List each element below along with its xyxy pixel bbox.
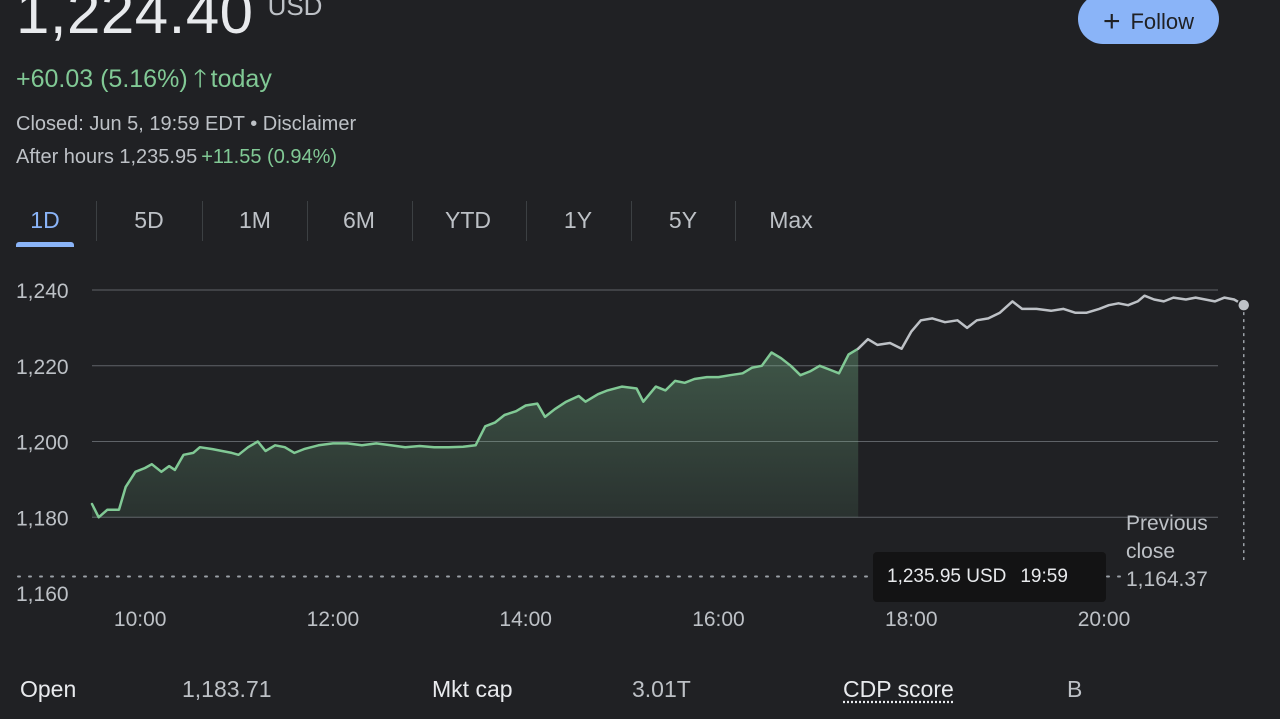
tab-divider xyxy=(202,201,203,241)
tab-divider xyxy=(96,201,97,241)
x-tick-label: 20:00 xyxy=(1078,608,1131,631)
stat-value-cdp-score: B xyxy=(1067,676,1083,702)
tooltip-time: 19:59 xyxy=(1020,566,1068,587)
price-chart[interactable]: 1,240 1,220 1,200 1,180 1,160 10:00 12:00 14:00… xyxy=(0,262,1280,647)
x-tick-label: 10:00 xyxy=(114,608,167,631)
stats-row: Open 1,183.71 Mkt cap 3.01T CDP score B xyxy=(0,672,1280,712)
tab-ytd[interactable]: YTD xyxy=(445,206,491,233)
x-tick-label: 14:00 xyxy=(499,608,552,631)
stat-label-mkt-cap: Mkt cap xyxy=(432,676,513,702)
change-value: +60.03 (5.16%) xyxy=(16,65,188,93)
stat-value-open: 1,183.71 xyxy=(182,676,272,702)
range-tabs: 1D 5D 1M 6M YTD 1Y 5Y Max xyxy=(0,196,840,248)
tab-max[interactable]: Max xyxy=(769,206,813,233)
tab-divider xyxy=(412,201,413,241)
tab-5y[interactable]: 5Y xyxy=(668,206,698,233)
chart-tooltip: 1,235.95 USD 19:59 xyxy=(873,552,1106,602)
hover-point xyxy=(1237,298,1251,312)
follow-button[interactable]: + Follow xyxy=(1078,0,1219,44)
market-status: Closed: Jun 5, 19:59 EDT • Disclaimer xyxy=(16,113,357,135)
previous-close-label: Previous xyxy=(1126,512,1208,535)
tab-1y[interactable]: 1Y xyxy=(563,206,593,233)
tooltip-value: 1,235.95 USD xyxy=(887,566,1007,587)
tab-1d[interactable]: 1D xyxy=(30,206,60,233)
plus-icon: + xyxy=(1102,5,1121,38)
previous-close-label: close xyxy=(1126,540,1175,563)
after-hours-label: After hours 1,235.95 xyxy=(16,146,198,168)
after-hours-row: After hours 1,235.95 +11.55 (0.94%) xyxy=(16,146,337,169)
previous-close-value: 1,164.37 xyxy=(1126,568,1208,591)
regular-line xyxy=(90,347,860,519)
after-hours-change: +11.55 (0.94%) xyxy=(201,146,338,168)
price-change: +60.03 (5.16%) 🡑 today xyxy=(16,60,272,103)
y-tick-label: 1,220 xyxy=(16,356,69,379)
y-tick-label: 1,180 xyxy=(16,507,69,530)
tab-1m[interactable]: 1M xyxy=(239,206,271,233)
tab-divider xyxy=(307,201,308,241)
tab-divider xyxy=(735,201,736,241)
y-tick-label: 1,160 xyxy=(16,583,69,606)
tab-6m[interactable]: 6M xyxy=(343,206,375,233)
currency-label: USD xyxy=(267,0,323,21)
tab-divider xyxy=(526,201,527,241)
x-tick-label: 12:00 xyxy=(307,608,360,631)
tab-5d[interactable]: 5D xyxy=(134,206,164,233)
stat-label-cdp-score[interactable]: CDP score xyxy=(843,676,954,702)
arrow-up-icon: 🡑 xyxy=(193,65,207,93)
follow-label: Follow xyxy=(1130,9,1195,34)
price-row: 1,224.40 USD xyxy=(16,0,322,47)
change-suffix: today xyxy=(210,65,272,93)
y-tick-label: 1,240 xyxy=(16,280,69,303)
current-price: 1,224.40 xyxy=(16,0,254,46)
y-tick-label: 1,200 xyxy=(16,432,69,455)
stat-label-open: Open xyxy=(20,676,77,702)
after_hours-line xyxy=(856,294,1246,350)
stat-value-mkt-cap: 3.01T xyxy=(632,676,691,702)
x-tick-label: 18:00 xyxy=(885,608,938,631)
active-tab-indicator xyxy=(16,242,74,247)
tab-divider xyxy=(631,201,632,241)
x-tick-label: 16:00 xyxy=(692,608,745,631)
